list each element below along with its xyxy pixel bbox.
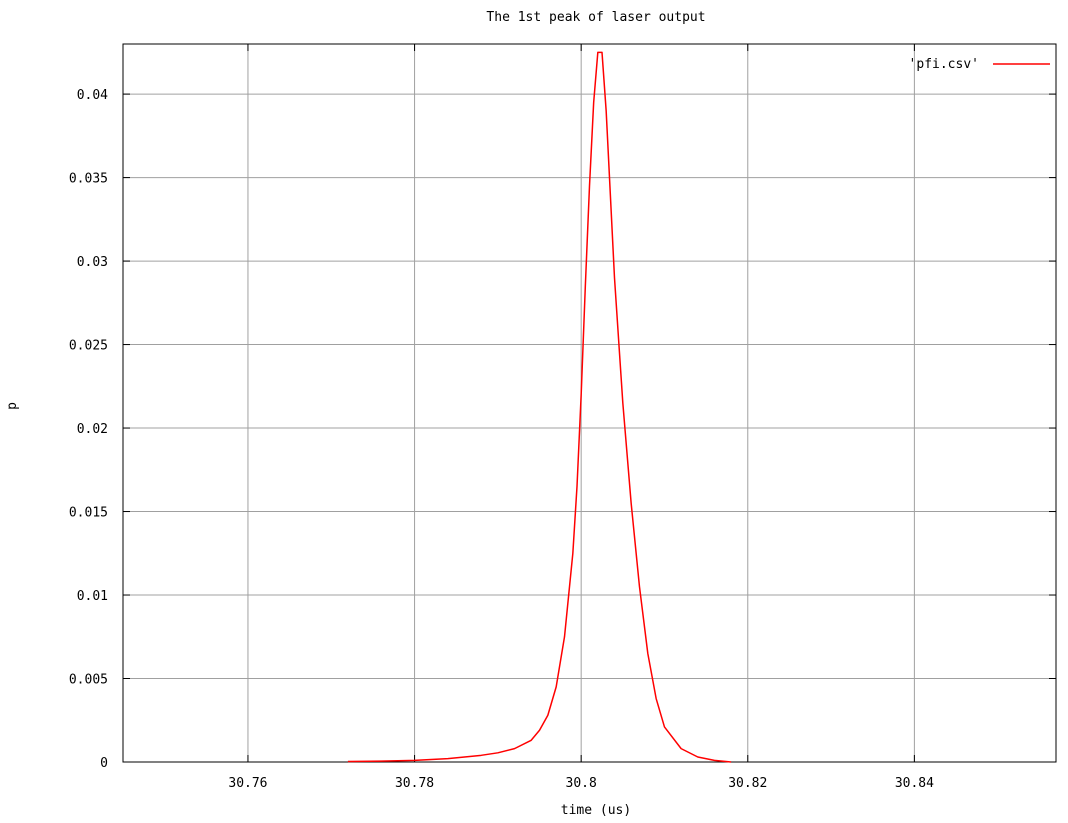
- y-tick-label: 0: [100, 756, 108, 771]
- tick-labels: 30.76 30.78 30.8 30.82 30.84 0 0.005 0.01 0.015 0…: [69, 88, 934, 791]
- plot-border: [122, 43, 1057, 763]
- x-tick-label: 30.76: [228, 776, 267, 791]
- x-tick-label: 30.78: [395, 776, 434, 791]
- legend: 'pfi.csv': [909, 57, 1050, 72]
- y-tick-label: 0.01: [77, 589, 108, 604]
- tick-marks: [123, 44, 1056, 763]
- y-tick-label: 0.04: [77, 88, 108, 103]
- y-tick-label: 0.03: [77, 255, 108, 270]
- x-tick-label: 30.82: [728, 776, 767, 791]
- y-tick-label: 0.025: [69, 339, 108, 354]
- series-line-0: [347, 51, 732, 763]
- y-tick-label: 0.02: [77, 422, 108, 437]
- y-tick-label: 0.015: [69, 506, 108, 521]
- chart-title: The 1st peak of laser output: [486, 10, 705, 25]
- data-series: [347, 51, 732, 763]
- axes: [122, 43, 1057, 763]
- grid-lines: [123, 44, 1056, 762]
- y-tick-label: 0.005: [69, 673, 108, 688]
- x-axis-label: time (us): [561, 803, 631, 818]
- y-axis-label: p: [5, 402, 20, 410]
- legend-label: 'pfi.csv': [909, 57, 979, 72]
- x-tick-label: 30.84: [895, 776, 934, 791]
- x-tick-label: 30.8: [566, 776, 597, 791]
- y-tick-label: 0.035: [69, 172, 108, 187]
